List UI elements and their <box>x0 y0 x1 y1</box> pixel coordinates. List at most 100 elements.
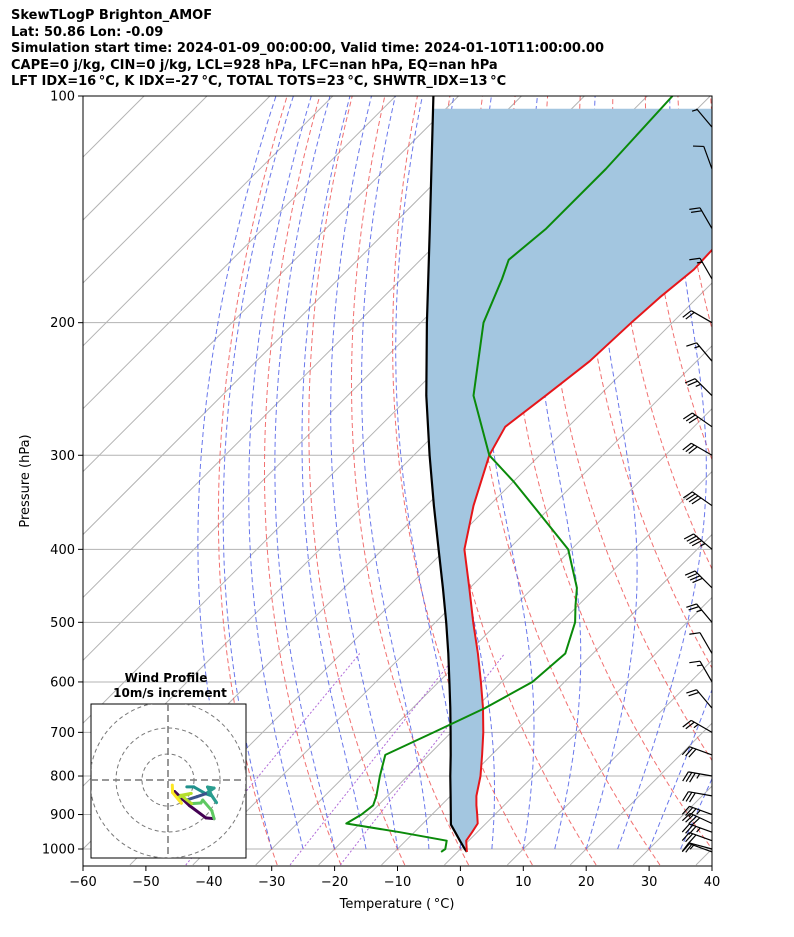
x-tick-label: −10 <box>384 875 411 890</box>
wind-barb-feather <box>689 772 696 783</box>
wind-barb-half-feather <box>696 261 703 264</box>
isotherm-line <box>192 345 712 866</box>
wind-barb-feather <box>682 719 692 728</box>
wind-barb-shaft <box>690 442 713 456</box>
wind-barb-feather <box>691 210 702 213</box>
moist-adiabat-line <box>248 96 312 850</box>
wind-barb-feather <box>682 771 689 782</box>
hodograph-trace-segment <box>201 798 214 813</box>
profile-lines <box>345 96 712 853</box>
dry-adiabat-line <box>543 96 712 762</box>
wind-barb-half-feather <box>696 827 701 833</box>
axes: −60 −50 −40 −30 −20 −10 0 10 20 30 40 1000 900 800 700… <box>42 90 720 891</box>
wind-barb-feather <box>689 207 701 210</box>
wind-barb-half-feather <box>696 609 702 613</box>
wind-barb-feather <box>689 660 701 664</box>
wind-barb <box>682 310 713 324</box>
wind-barb-shaft <box>691 412 713 428</box>
wind-barb-feather <box>688 606 700 611</box>
hodograph-trace-segment <box>190 801 203 806</box>
wind-barb-feather <box>685 843 693 853</box>
index-line: LFT IDX=16 °C, K IDX=-27 °C, TOTAL TOTS=… <box>11 74 507 89</box>
wind-barb <box>691 108 713 128</box>
hodograph-title: Wind Profile <box>125 671 208 685</box>
y-tick-label: 400 <box>50 543 75 558</box>
dry-adiabat-line <box>644 96 712 461</box>
wind-barb <box>686 689 713 709</box>
wind-barb-shaft <box>689 812 713 825</box>
wind-barb-feather <box>688 834 697 844</box>
wind-barb <box>686 342 713 362</box>
wind-barb-shaft <box>703 146 713 170</box>
isotherm-line <box>83 96 459 473</box>
wind-barb-shaft <box>699 257 713 280</box>
wind-barb <box>682 771 713 783</box>
wind-barb-half-feather <box>695 383 701 388</box>
wind-barb-shaft <box>694 570 713 589</box>
wind-barb-feather <box>682 412 693 420</box>
isotherm-line <box>83 96 334 347</box>
isotherm-line <box>83 96 397 410</box>
x-tick-label: −20 <box>321 875 348 890</box>
wind-barb-feather <box>685 414 696 422</box>
wind-barb <box>682 491 713 507</box>
wind-barb-feather <box>681 805 690 815</box>
y-tick-label: 100 <box>50 90 75 105</box>
dewpoint-line <box>345 96 674 853</box>
wind-barb-half-feather <box>693 723 699 729</box>
dry-adiabat-line <box>264 96 342 866</box>
wind-barb-feather <box>685 814 694 823</box>
wind-barb-feather <box>686 342 697 347</box>
hodograph-trace-segment <box>176 791 193 799</box>
x-tick-label: 20 <box>578 875 595 890</box>
wind-barb <box>683 533 713 550</box>
isotherm-line <box>381 533 712 866</box>
moist-adiabat-line <box>648 688 712 850</box>
wind-barb-shaft <box>696 603 713 623</box>
wind-barb-shaft <box>690 310 713 324</box>
wind-barb-feather <box>685 721 695 730</box>
y-tick-label: 1000 <box>42 843 75 858</box>
isotherm-line <box>444 596 712 866</box>
time-line: Simulation start time: 2024-01-09_00:00:… <box>11 41 604 56</box>
wind-barb-feather <box>682 310 692 318</box>
chart-title: SkewTLogP Brighton_AMOF <box>11 8 213 23</box>
wind-barb <box>689 207 713 229</box>
x-tick-label: −50 <box>132 875 159 890</box>
x-tick-label: −30 <box>258 875 285 890</box>
isotherm-line <box>129 282 712 866</box>
wind-barb-feather <box>688 826 697 835</box>
dry-adiabat-line <box>308 96 406 866</box>
x-axis-label: Temperature ( °C) <box>339 897 455 912</box>
hodograph-inset: Wind Profile 10m/s increment <box>90 671 247 859</box>
wind-barb <box>681 805 713 818</box>
isotherm-line <box>759 96 794 865</box>
y-tick-label: 900 <box>50 808 75 823</box>
dry-adiabat-line <box>392 96 533 866</box>
wind-barb <box>684 378 713 397</box>
wind-barb-feather <box>688 748 697 758</box>
x-tick-label: 0 <box>456 875 464 890</box>
parcel-profile-line <box>425 96 468 853</box>
wind-barb-feather <box>684 570 696 576</box>
wind-barb-feather <box>681 812 691 822</box>
y-tick-label: 200 <box>50 316 75 331</box>
wind-barb-feather <box>685 493 696 501</box>
wind-barb-feather <box>685 747 694 757</box>
wind-barb-shaft <box>689 746 713 756</box>
wind-barb-shaft <box>693 533 713 550</box>
wind-barb-half-feather <box>694 345 700 349</box>
wind-barb-feather <box>685 772 693 782</box>
wind-barb-shaft <box>690 719 713 733</box>
wind-barb-half-feather <box>696 773 701 779</box>
x-tick-label: 40 <box>704 875 721 890</box>
chart-header: SkewTLogP Brighton_AMOF Lat: 50.86 Lon: … <box>11 8 604 91</box>
y-axis-label: Pressure (hPa) <box>18 434 33 527</box>
wind-barb-shaft <box>696 108 713 128</box>
wind-barb-feather <box>682 491 693 499</box>
wind-barb-feather <box>682 791 689 802</box>
wind-barb-shaft <box>689 823 713 833</box>
wind-barb-shaft <box>696 689 713 709</box>
wind-barb-shaft <box>689 805 713 816</box>
